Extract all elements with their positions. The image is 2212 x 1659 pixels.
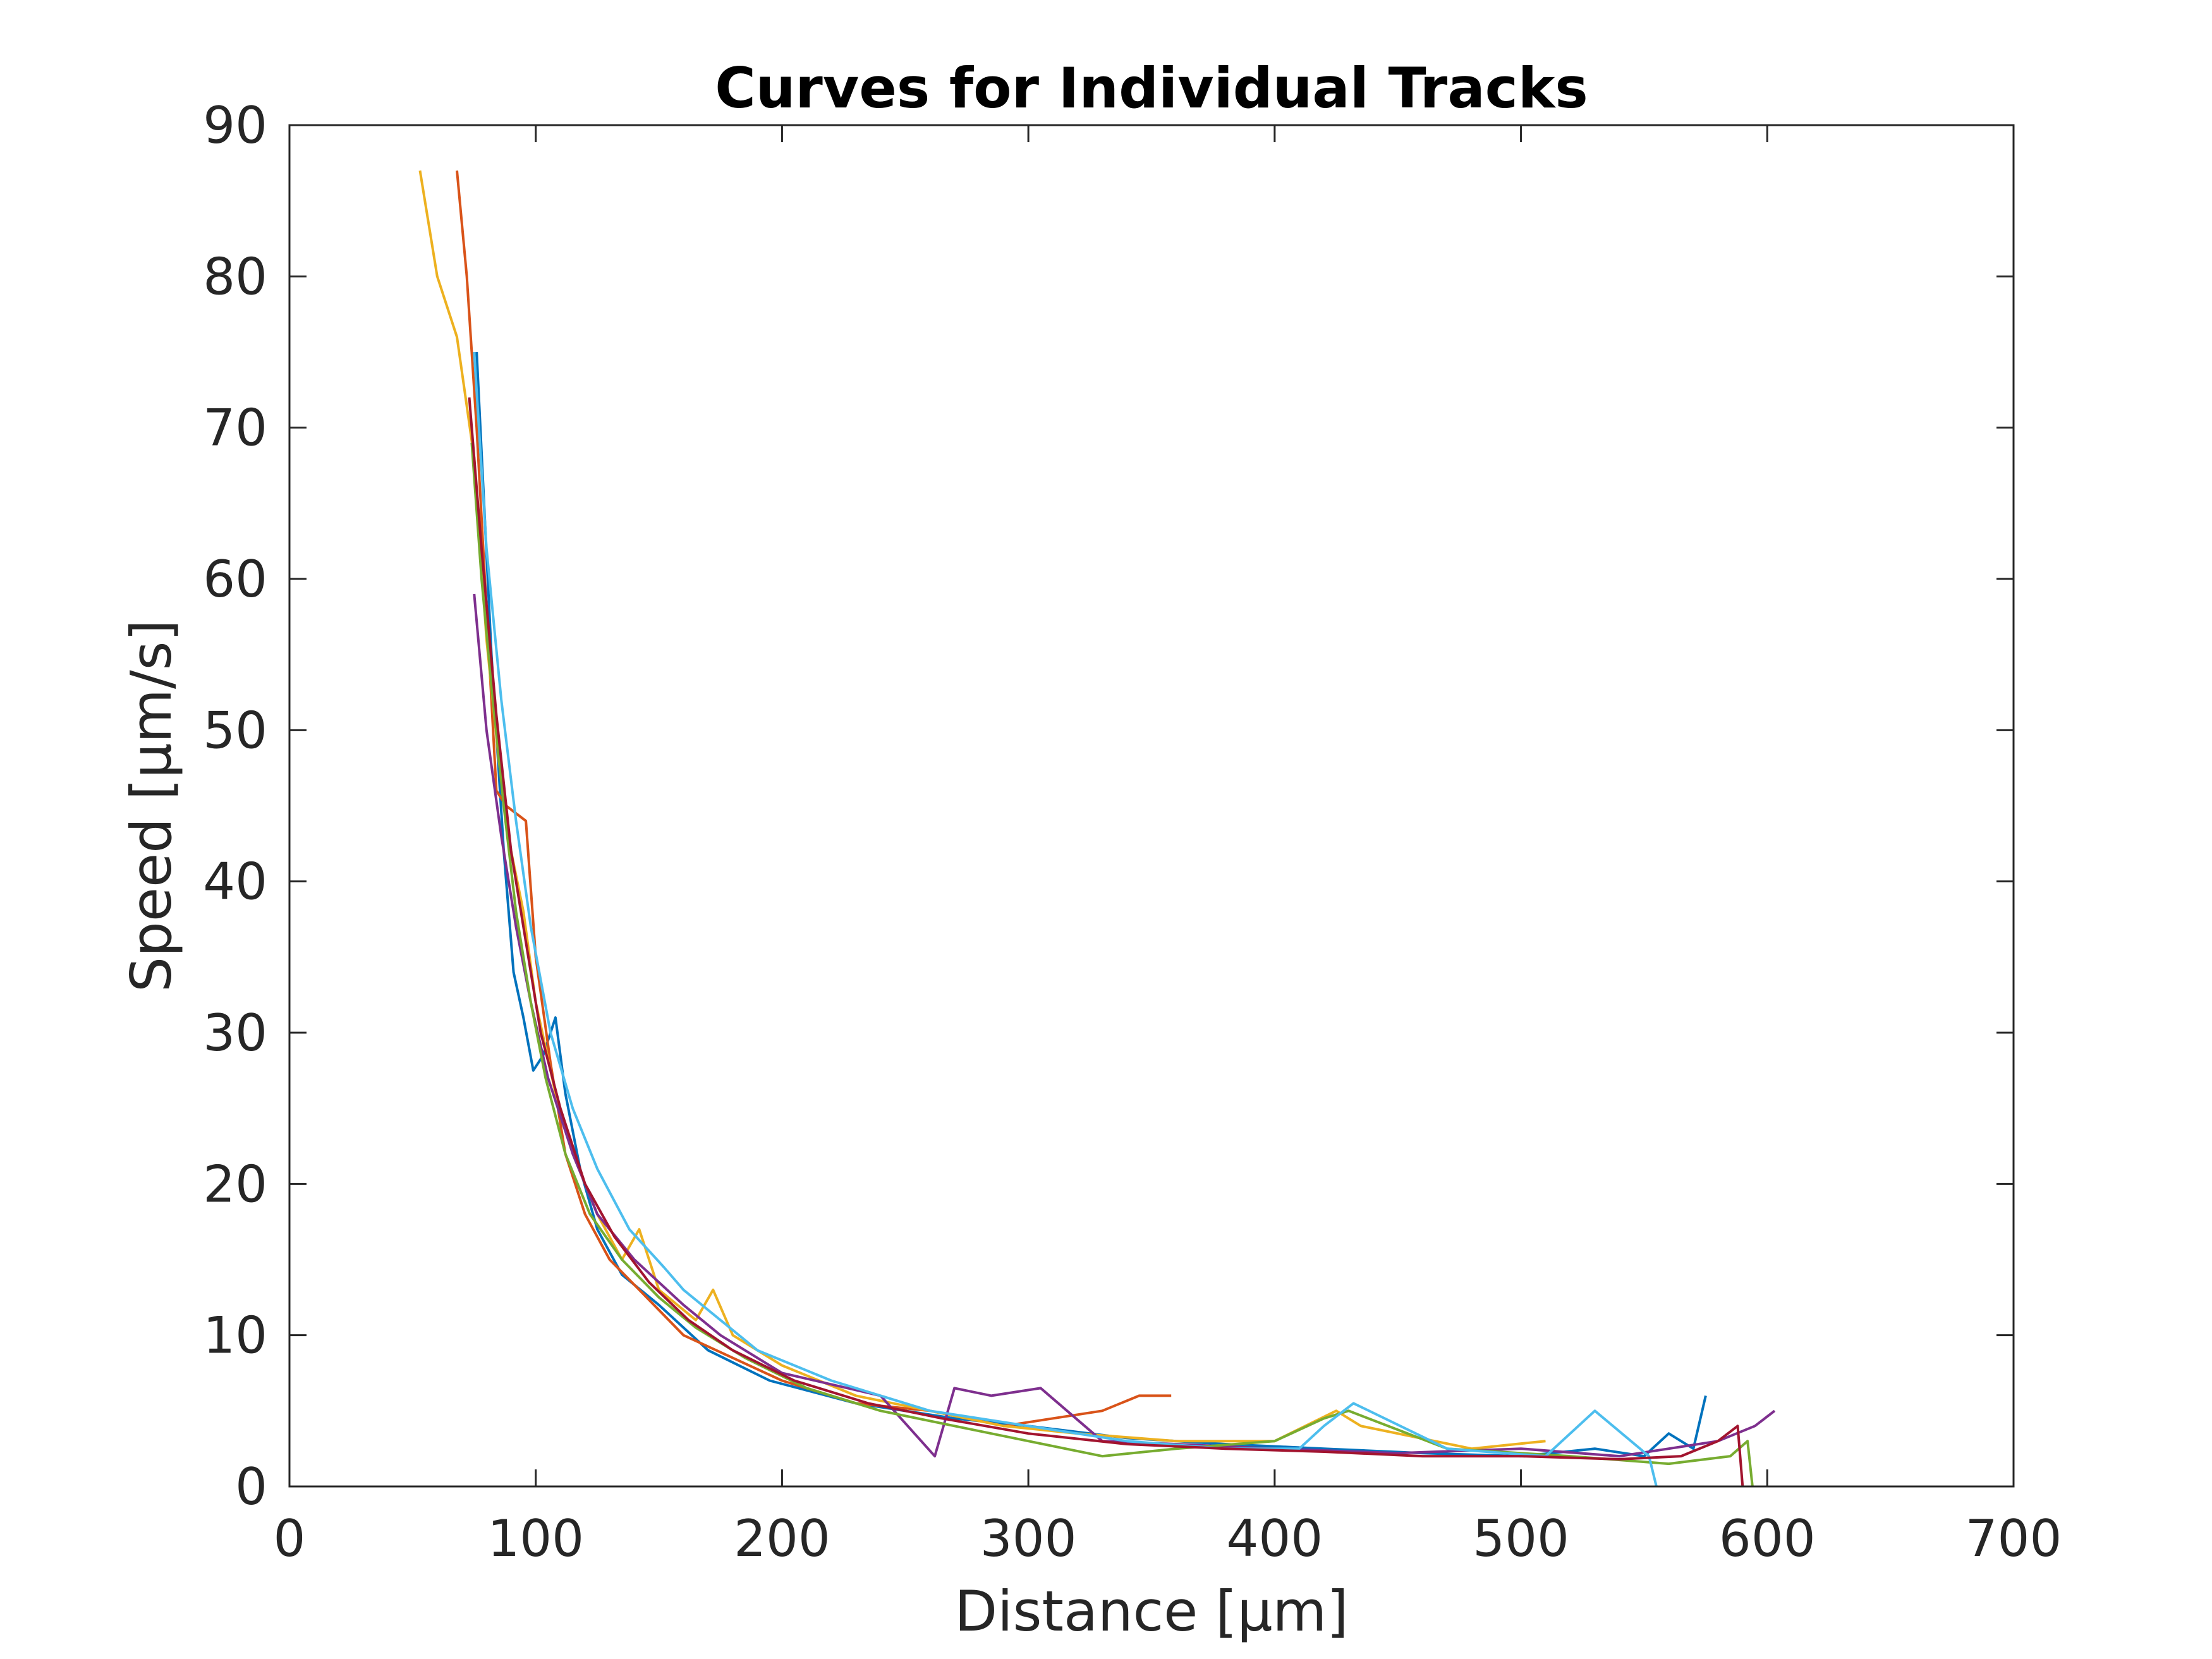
track-line-6 (473, 351, 1658, 1487)
y-tick-label: 0 (235, 1457, 267, 1516)
y-tick-label: 20 (203, 1155, 267, 1213)
x-tick-label: 500 (1473, 1509, 1569, 1568)
tick-layer: 0 100 200 300 400 500 600 700 0 10 20 30 40 50 60 70 80 9… (203, 96, 2062, 1568)
y-axis-label: Speed [μm/s] (119, 619, 184, 992)
y-tick-label: 80 (203, 247, 267, 306)
x-tick-label: 0 (274, 1509, 306, 1568)
x-tick-label: 600 (1719, 1509, 1816, 1568)
x-axis-label: Distance [μm] (954, 1579, 1348, 1644)
y-tick-label: 30 (203, 1004, 267, 1062)
y-tick-label: 90 (203, 96, 267, 155)
y-tick-label: 10 (203, 1306, 267, 1365)
axes-box (288, 124, 2015, 1488)
y-tick-label: 50 (203, 701, 267, 760)
x-tick-label: 100 (487, 1509, 584, 1568)
series-layer (418, 170, 1776, 1487)
y-tick-label: 70 (203, 399, 267, 458)
y-tick-label: 60 (203, 550, 267, 609)
plot-area (289, 125, 2014, 1486)
x-tick-label: 400 (1227, 1509, 1323, 1568)
track-line-7 (468, 397, 1744, 1487)
x-tick-label: 200 (734, 1509, 830, 1568)
x-tick-label: 700 (1966, 1509, 2062, 1568)
y-tick-label: 40 (203, 853, 267, 911)
chart-title: Curves for Individual Tracks (715, 56, 1588, 121)
x-tick-label: 300 (980, 1509, 1077, 1568)
